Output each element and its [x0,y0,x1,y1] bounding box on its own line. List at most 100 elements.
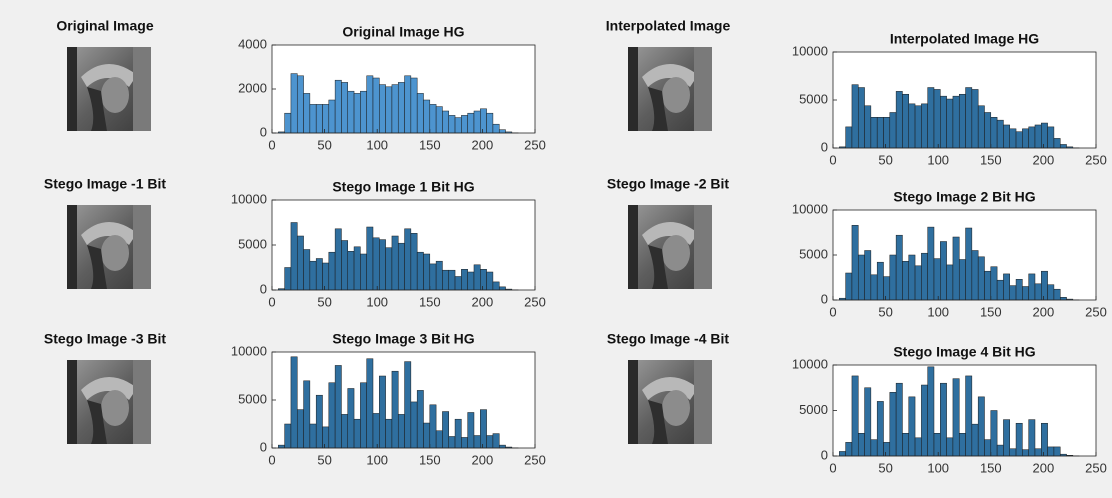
x-tick-label: 100 [927,304,949,319]
histogram-bar [296,235,304,291]
histogram-bar [895,234,903,301]
histogram-bar [952,378,960,457]
histogram-bar [410,233,418,291]
histogram-bar [1028,419,1036,457]
histogram-bar [454,276,462,291]
thumbnail-image [67,360,151,444]
histogram-bar [334,79,342,134]
histogram-bar [845,442,853,457]
histogram-bar [366,226,374,291]
histogram-bar [914,265,922,301]
histogram-bar [952,95,960,149]
histogram-bar [448,269,456,291]
histogram-bar [927,366,935,457]
chart-title: Interpolated Image HG [890,31,1039,47]
histogram-bar [1047,284,1055,301]
y-tick-label: 0 [260,124,267,139]
histogram-bar [435,430,443,449]
x-tick-label: 50 [317,137,331,152]
chart-title: Stego Image 4 Bit HG [893,344,1035,360]
histogram-bar [473,435,481,449]
x-tick-label: 200 [1033,460,1055,475]
histogram-chart: Stego Image 4 Bit HG 0 50 100 150 200 250 0 5000… [792,344,1107,476]
histogram-bar [1028,126,1036,149]
y-tick-label: 0 [821,139,828,154]
x-tick-label: 0 [268,452,275,467]
histogram-bar [990,117,998,149]
histogram-bar [322,426,330,449]
histogram-bar [851,84,859,149]
histogram-bar [933,89,941,149]
histogram-bar [347,90,355,134]
histogram-bar [977,256,985,301]
y-tick-label: 5000 [799,246,828,261]
histogram-bar [876,401,884,457]
histogram-bar [379,239,386,291]
histogram-bar [990,410,998,457]
histogram-bar [1022,286,1029,301]
histogram-bar [448,115,456,134]
histogram-bar [940,95,947,149]
histogram-bar [1028,273,1036,301]
thumbnail-image [628,360,712,444]
histogram-bar [315,104,323,134]
x-tick-label: 250 [1085,152,1107,167]
histogram-bar [933,258,941,301]
histogram-bar [347,251,355,291]
y-tick-label: 4000 [238,36,267,51]
histogram-bar [397,414,405,449]
histogram-bar [1009,128,1017,149]
histogram-bar [423,422,431,449]
histogram-bar [857,433,865,457]
histogram-bar [908,396,916,457]
histogram-bar [429,404,437,449]
histogram-bar [290,73,298,134]
histogram-bar [914,437,922,457]
histogram-bar [379,84,386,134]
x-tick-label: 150 [980,460,1002,475]
x-tick-label: 50 [878,460,892,475]
histogram-bar [1041,270,1048,301]
histogram-bar [990,266,998,301]
histogram-bar [303,249,311,291]
histogram-bar [296,409,304,449]
image-title: Original Image [56,18,153,34]
histogram-bar [1022,128,1029,149]
histogram-bar [290,222,298,291]
histogram-bar [429,104,437,134]
histogram-bar [486,112,494,134]
histogram-bar [958,93,966,149]
histogram-bar [397,82,405,134]
histogram-bar [498,286,506,291]
histogram-bar [996,444,1004,457]
histogram-bar [946,437,954,457]
x-tick-label: 250 [524,452,546,467]
x-tick-label: 0 [829,304,836,319]
histogram-bar [1015,422,1023,457]
x-tick-label: 150 [419,294,441,309]
histogram-bar [857,254,865,301]
histogram-bar [492,433,500,449]
y-tick-label: 0 [260,439,267,454]
histogram-bar [454,117,462,134]
chart-title: Stego Image 3 Bit HG [332,331,474,347]
histogram-bar [1047,126,1055,149]
x-tick-label: 50 [317,294,331,309]
x-tick-label: 200 [472,452,494,467]
histogram-chart: Interpolated Image HG 0 50 100 150 200 250 0 500… [792,31,1107,168]
histogram-bar [347,388,355,449]
histogram-bar [883,276,891,301]
histogram-bar [889,112,897,149]
histogram-bar [328,99,336,134]
histogram-bar [1009,285,1017,301]
histogram-bar [423,99,431,134]
histogram-bar [927,226,935,301]
histogram-bar [429,263,437,291]
histogram-bar [353,93,361,134]
histogram-bar [851,375,859,457]
histogram-bar [1003,273,1010,301]
histogram-bar [971,250,979,301]
y-tick-label: 10000 [792,201,828,216]
histogram-bar [1047,446,1055,457]
